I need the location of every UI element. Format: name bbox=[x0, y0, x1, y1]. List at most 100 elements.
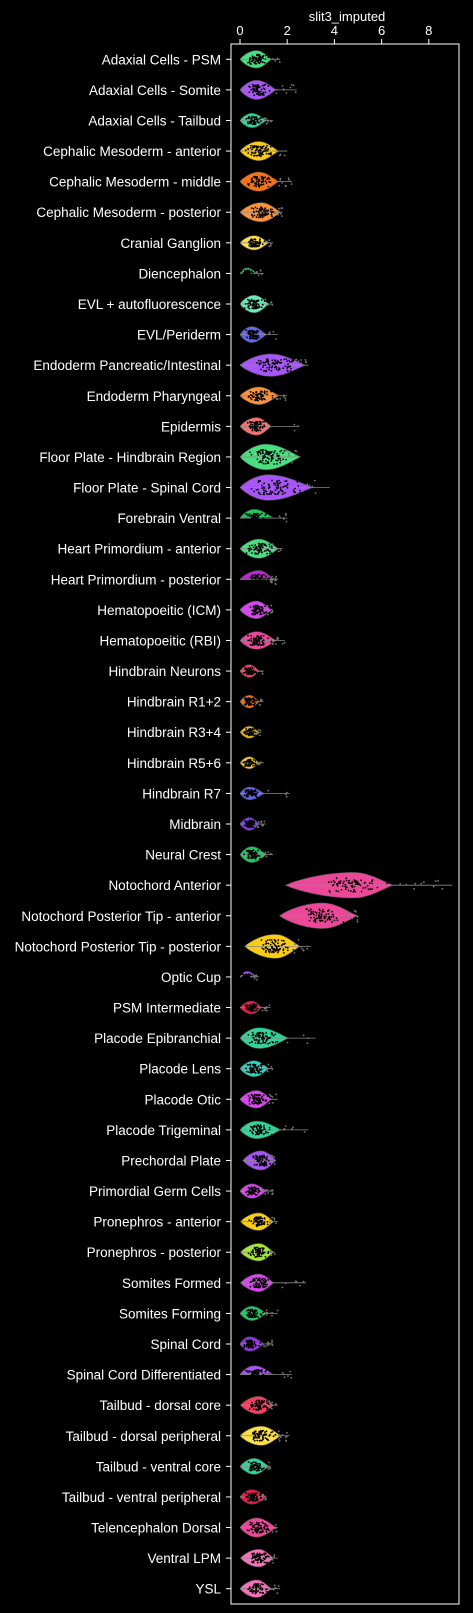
data-point bbox=[259, 1561, 262, 1564]
data-point bbox=[313, 916, 315, 919]
data-point bbox=[246, 302, 249, 305]
data-point bbox=[261, 1217, 264, 1220]
data-point bbox=[261, 546, 264, 549]
data-point bbox=[269, 943, 272, 946]
data-point bbox=[248, 1408, 251, 1410]
data-point bbox=[257, 1436, 260, 1438]
data-point bbox=[258, 239, 261, 242]
data-point bbox=[250, 423, 252, 426]
data-point bbox=[250, 117, 253, 120]
data-point bbox=[293, 952, 296, 954]
data-point bbox=[277, 210, 280, 213]
data-point bbox=[255, 1469, 258, 1472]
data-point bbox=[261, 399, 264, 401]
data-point bbox=[313, 479, 316, 482]
data-point bbox=[274, 950, 277, 953]
data-point bbox=[267, 209, 270, 212]
data-point bbox=[258, 1125, 261, 1128]
data-point bbox=[267, 1279, 270, 1281]
data-point bbox=[266, 1070, 269, 1073]
category-label: Prechordal Plate bbox=[121, 1153, 221, 1168]
data-point bbox=[253, 1552, 256, 1555]
data-point bbox=[255, 1403, 258, 1406]
data-point bbox=[268, 1128, 271, 1131]
data-point bbox=[255, 210, 258, 213]
data-point bbox=[266, 1438, 269, 1441]
data-point bbox=[247, 1311, 250, 1314]
data-point bbox=[248, 698, 250, 700]
data-point bbox=[250, 207, 253, 210]
data-point bbox=[263, 1132, 266, 1135]
data-point bbox=[250, 154, 253, 156]
data-point bbox=[258, 1068, 261, 1070]
data-point bbox=[250, 1492, 253, 1495]
data-point bbox=[434, 880, 437, 882]
data-point bbox=[274, 939, 277, 942]
data-point bbox=[254, 637, 256, 640]
data-point bbox=[290, 367, 292, 370]
data-point bbox=[271, 397, 274, 399]
data-point bbox=[259, 1492, 262, 1495]
data-point bbox=[260, 609, 263, 612]
data-point bbox=[323, 910, 325, 913]
data-point bbox=[255, 84, 257, 87]
data-point bbox=[344, 883, 347, 886]
data-point bbox=[356, 921, 359, 923]
data-point bbox=[275, 1093, 278, 1096]
data-point bbox=[293, 423, 296, 426]
data-point bbox=[242, 672, 245, 674]
data-point bbox=[253, 1369, 256, 1372]
data-point bbox=[264, 577, 267, 580]
data-point bbox=[255, 58, 258, 60]
data-point bbox=[288, 452, 290, 455]
data-point bbox=[269, 1036, 272, 1039]
data-point bbox=[285, 512, 287, 515]
data-point bbox=[271, 1216, 273, 1219]
data-point bbox=[323, 915, 326, 918]
data-point bbox=[273, 482, 276, 485]
data-point bbox=[260, 543, 263, 545]
data-point bbox=[259, 1584, 262, 1587]
category-label: Hindbrain Neurons bbox=[108, 664, 221, 679]
data-point bbox=[265, 1531, 268, 1533]
data-point bbox=[248, 1189, 251, 1192]
data-point bbox=[249, 1590, 252, 1592]
data-point bbox=[252, 1310, 254, 1313]
data-point bbox=[259, 241, 261, 244]
data-point bbox=[290, 1128, 293, 1130]
data-point bbox=[245, 973, 248, 976]
data-point bbox=[261, 1529, 264, 1531]
data-point bbox=[255, 1004, 258, 1006]
data-point bbox=[257, 854, 259, 857]
data-point bbox=[371, 879, 374, 881]
data-point bbox=[264, 364, 267, 367]
data-point bbox=[253, 851, 256, 854]
data-point bbox=[252, 1525, 254, 1528]
data-point bbox=[250, 63, 253, 65]
data-point bbox=[251, 1557, 254, 1560]
data-point bbox=[256, 1437, 258, 1439]
data-point bbox=[243, 761, 245, 764]
data-point bbox=[253, 518, 256, 520]
data-point bbox=[277, 486, 280, 488]
data-point bbox=[251, 1588, 253, 1591]
data-point bbox=[257, 1589, 260, 1592]
data-point bbox=[270, 640, 273, 643]
data-point bbox=[249, 1312, 252, 1315]
data-point bbox=[282, 940, 285, 942]
data-point bbox=[342, 921, 345, 924]
data-point bbox=[282, 367, 285, 370]
data-point bbox=[250, 1067, 253, 1070]
data-point bbox=[251, 517, 254, 519]
data-point bbox=[268, 1102, 271, 1104]
data-point bbox=[250, 298, 253, 301]
data-point bbox=[258, 573, 261, 576]
data-point bbox=[257, 274, 260, 277]
data-point bbox=[254, 609, 257, 611]
data-point bbox=[252, 698, 255, 701]
data-point bbox=[297, 939, 300, 941]
data-point bbox=[257, 454, 260, 456]
data-point bbox=[257, 1526, 259, 1529]
data-point bbox=[347, 881, 350, 884]
data-point bbox=[286, 946, 289, 949]
